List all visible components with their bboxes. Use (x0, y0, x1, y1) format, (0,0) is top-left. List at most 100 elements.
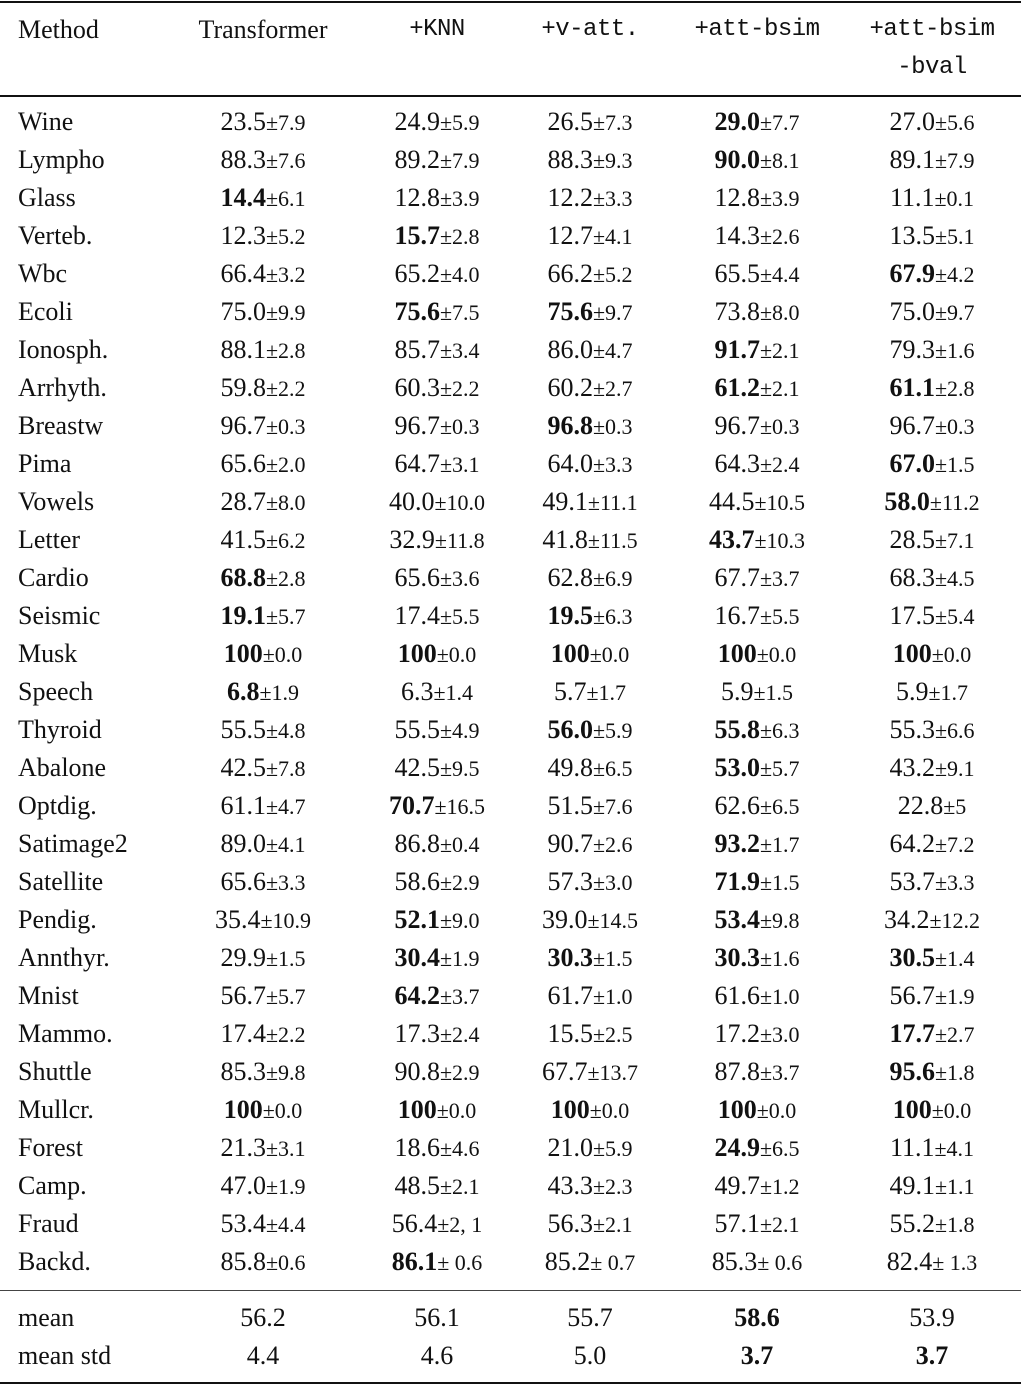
summary-rule (0, 1290, 1021, 1291)
table-row: Breastw 96.7±0.3 96.7±0.3 96.8±0.3 96.7±0.3 9… (0, 407, 1022, 445)
mean-value: 65.6 (394, 563, 440, 592)
mean-value: 65.5 (714, 259, 760, 288)
std-value: ±2.6 (592, 832, 633, 857)
value-cell: 14.4±6.1 (220, 179, 305, 217)
mean-value: 12.8 (714, 183, 760, 212)
value-cell: 96.7±0.3 (220, 407, 305, 445)
mean-value: 100 (397, 639, 437, 668)
std-value: ±6.9 (592, 566, 633, 591)
value-cell: 58.0±11.2 (884, 483, 979, 521)
mean-value: 41.5 (220, 525, 266, 554)
mean-value: 6.8 (226, 677, 260, 706)
mean-value: 39.0 (541, 905, 588, 934)
mean-value: 5.9 (895, 677, 929, 706)
std-value: ±2.0 (265, 452, 306, 477)
row-label: Wine (18, 107, 74, 136)
std-value: ±3.1 (439, 452, 480, 477)
value-cell: 55.2±1.8 (889, 1205, 974, 1243)
value-cell: 67.7±3.7 (714, 559, 799, 597)
std-value: ±9.7 (592, 300, 633, 325)
value-cell: 12.7±4.1 (547, 217, 632, 255)
std-value: ±9.0 (439, 908, 480, 933)
value-cell: 96.7±0.3 (889, 407, 974, 445)
mean-value: 6.3 (400, 677, 434, 706)
value-cell: 85.7±3.4 (394, 331, 479, 369)
value-cell: 28.7±8.0 (220, 483, 305, 521)
value-cell: 12.8±3.9 (714, 179, 799, 217)
mean-value: 85.8 (220, 1247, 266, 1276)
std-value: ±1.9 (265, 1174, 306, 1199)
value-cell: 48.5±2.1 (394, 1167, 479, 1205)
table-row: Thyroid 55.5±4.8 55.5±4.9 56.0±5.9 55.8±6.3 5… (0, 711, 1022, 749)
mean-value: 68.8 (220, 563, 266, 592)
std-value: ±4.7 (265, 794, 306, 819)
value-cell: 29.0±7.7 (714, 103, 799, 141)
row-label: Satellite (18, 867, 104, 896)
std-value: ±8.1 (759, 148, 800, 173)
value-cell: 17.4±2.2 (220, 1015, 305, 1053)
value-cell: 96.7±0.3 (714, 407, 799, 445)
mean-value: 89.0 (220, 829, 266, 858)
std-value: ±2.9 (439, 1060, 480, 1085)
std-value: ±5.1 (934, 224, 975, 249)
mean-value: 56.4 (391, 1209, 438, 1238)
std-value: ±3.1 (265, 1136, 306, 1161)
value-cell: 49.1±11.1 (542, 483, 637, 521)
row-label: Mullcr. (18, 1095, 94, 1124)
value-cell: 49.8±6.5 (547, 749, 632, 787)
std-value: ±0.0 (756, 1098, 797, 1123)
mean-value: 96.7 (714, 411, 760, 440)
mean-value: 88.1 (220, 335, 266, 364)
value-cell: 43.3±2.3 (547, 1167, 632, 1205)
value-cell: 60.2±2.7 (547, 369, 632, 407)
value-cell: 100±0.0 (224, 1091, 303, 1129)
value-cell: 53.9 (909, 1299, 955, 1337)
std-value: ±3.6 (439, 566, 480, 591)
std-value: ±5.2 (265, 224, 306, 249)
mean-value: 15.5 (547, 1019, 593, 1048)
mean-value: 17.4 (220, 1019, 266, 1048)
mean-value: 56.7 (889, 981, 935, 1010)
std-value: ±4.4 (265, 1212, 306, 1237)
mean-value: 55.2 (889, 1209, 935, 1238)
value-cell: 17.7±2.7 (889, 1015, 974, 1053)
table-row: Wine 23.5±7.9 24.9±5.9 26.5±7.3 29.0±7.7 27.0… (0, 103, 1022, 141)
mean-value: 86.8 (394, 829, 440, 858)
value-cell: 56.1 (414, 1299, 460, 1337)
mean-value: 79.3 (889, 335, 935, 364)
std-value: ±3.7 (759, 566, 800, 591)
mean-value: 55.5 (220, 715, 266, 744)
std-value: ±1.5 (759, 870, 800, 895)
table-row: Seismic 19.1±5.7 17.4±5.5 19.5±6.3 16.7±5.5 1… (0, 597, 1022, 635)
std-value: ±6.2 (265, 528, 306, 553)
value-cell: 17.5±5.4 (889, 597, 974, 635)
std-value: ±7.9 (439, 148, 480, 173)
value-cell: 100±0.0 (224, 635, 303, 673)
value-cell: 100±0.0 (551, 635, 630, 673)
value-cell: 61.1±2.8 (889, 369, 974, 407)
value-cell: 23.5±7.9 (220, 103, 305, 141)
value-cell: 26.5±7.3 (547, 103, 632, 141)
mean-value: 58.0 (884, 487, 930, 516)
value-cell: 17.2±3.0 (714, 1015, 799, 1053)
mean-value: 40.0 (388, 487, 435, 516)
value-cell: 35.4±10.9 (215, 901, 311, 939)
mean-value: 56.3 (547, 1209, 593, 1238)
mean-value: 55.7 (567, 1303, 613, 1332)
mean-value: 43.3 (547, 1171, 593, 1200)
value-cell: 58.6±2.9 (394, 863, 479, 901)
std-value: ±16.5 (434, 794, 486, 819)
mean-value: 59.8 (220, 373, 266, 402)
mean-value: 30.3 (547, 943, 593, 972)
row-label: Speech (18, 677, 94, 706)
value-cell: 86.8±0.4 (394, 825, 479, 863)
row-label: Backd. (18, 1247, 91, 1276)
std-value: ±0.4 (439, 832, 480, 857)
mean-value: 34.2 (883, 905, 930, 934)
table-row: Speech 6.8±1.9 6.3±1.4 5.7±1.7 5.9±1.5 5.9±1.… (0, 673, 1022, 711)
value-cell: 3.7 (916, 1337, 949, 1375)
row-label: Verteb. (18, 221, 93, 250)
value-cell: 68.3±4.5 (889, 559, 974, 597)
mean-value: 67.9 (889, 259, 935, 288)
std-value: ±1.6 (934, 338, 975, 363)
